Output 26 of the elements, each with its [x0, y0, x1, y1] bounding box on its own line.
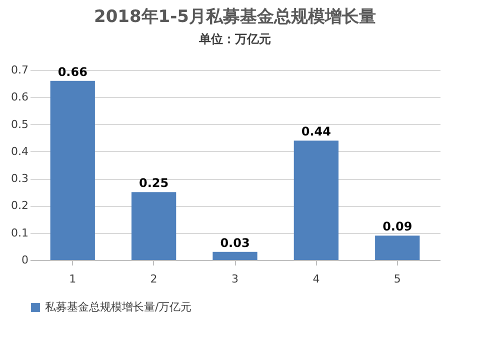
- bar: [375, 236, 420, 260]
- chart-title: 2018年1-5月私募基金总规模增长量: [94, 7, 376, 27]
- y-tick-label: 0.4: [11, 144, 28, 158]
- chart-subtitle: 单位：万亿元: [198, 32, 271, 46]
- legend-label: 私募基金总规模增长量/万亿元: [45, 300, 192, 314]
- bar: [294, 140, 339, 260]
- y-tick-label: 0.7: [11, 64, 28, 76]
- x-tick-label: 5: [394, 272, 401, 286]
- x-tick-label: 3: [232, 272, 238, 286]
- x-tick-label: 4: [312, 272, 320, 286]
- bar: [131, 192, 176, 260]
- data-label: 0.03: [220, 236, 250, 250]
- bar: [50, 80, 95, 260]
- data-label: 0.66: [58, 64, 88, 79]
- bar: [212, 252, 258, 260]
- y-tick-label: 0.1: [11, 226, 28, 240]
- y-tick-label: 0.6: [11, 90, 28, 104]
- y-tick-label: 0: [22, 254, 28, 266]
- data-label: 0.44: [301, 124, 331, 139]
- y-tick-label: 0.5: [11, 118, 28, 131]
- y-tick-label: 0.3: [11, 172, 28, 186]
- data-label: 0.09: [382, 220, 412, 234]
- data-label: 0.25: [139, 176, 169, 190]
- y-tick-label: 0.2: [11, 199, 28, 212]
- x-tick-label: 2: [150, 272, 158, 286]
- x-tick-label: 1: [69, 272, 76, 286]
